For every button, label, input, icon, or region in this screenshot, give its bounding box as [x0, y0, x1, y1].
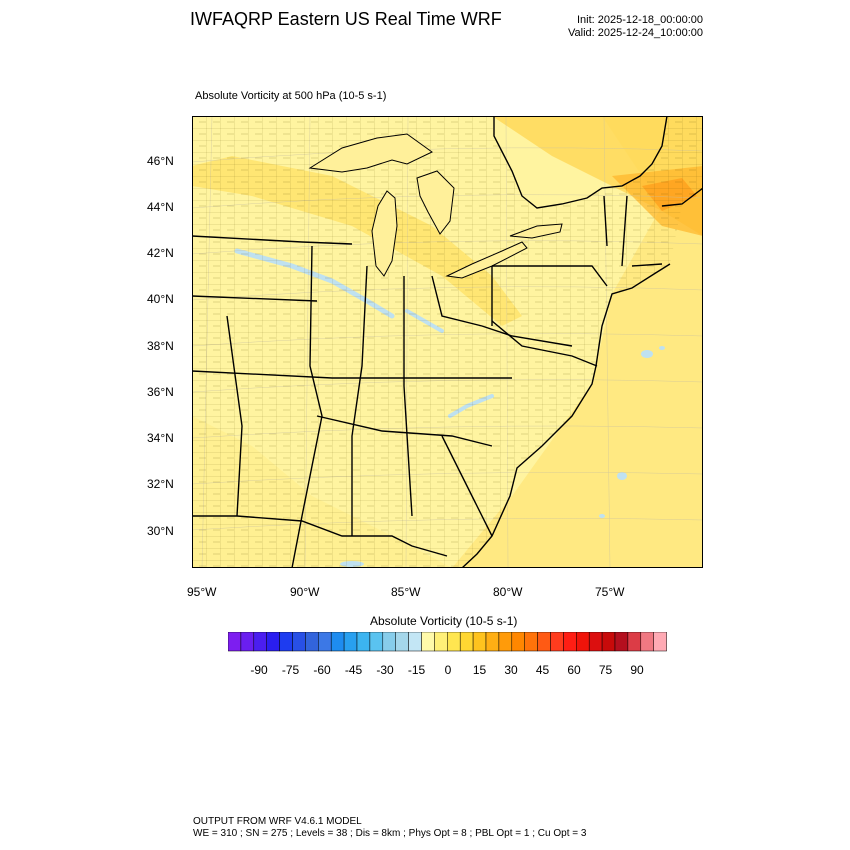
lat-label: 38°N	[147, 339, 174, 353]
colorbar-swatch	[356, 631, 371, 652]
colorbar-swatch	[266, 631, 280, 652]
field-title: Absolute Vorticity at 500 hPa (10-5 s-1)	[195, 90, 387, 102]
lon-label: 75°W	[595, 585, 625, 599]
colorbar-tick-label: 0	[445, 663, 452, 677]
colorbar-tick-label: 30	[504, 663, 518, 677]
colorbar-swatch	[330, 631, 345, 652]
colorbar-swatch	[240, 631, 255, 652]
lon-label: 90°W	[290, 585, 320, 599]
colorbar-swatch	[459, 631, 474, 652]
colorbar-swatch	[550, 631, 564, 652]
colorbar-swatch	[279, 631, 293, 652]
colorbar-tick-label: -45	[345, 663, 363, 677]
colorbar-swatch	[472, 631, 487, 652]
colorbar-swatch	[537, 631, 551, 652]
footer-config-line: WE = 310 ; SN = 275 ; Levels = 38 ; Dis …	[193, 828, 587, 839]
footer-model-line: OUTPUT FROM WRF V4.6.1 MODEL	[193, 816, 362, 827]
colorbar-swatch	[511, 631, 525, 652]
colorbar-swatch	[485, 631, 500, 652]
init-time: Init: 2025-12-18_00:00:00	[577, 14, 703, 26]
lat-label: 32°N	[147, 477, 174, 491]
colorbar-tick-label: 75	[599, 663, 613, 677]
colorbar-tick-label: 90	[630, 663, 644, 677]
colorbar-tick-label: 60	[567, 663, 581, 677]
lat-label: 34°N	[147, 431, 174, 445]
colorbar-tick-label: -90	[250, 663, 268, 677]
colorbar-swatch	[382, 631, 396, 652]
colorbar-swatch	[563, 631, 577, 652]
vorticity-map	[192, 116, 703, 568]
colorbar: -90 -75 -60 -45 -30 -15 0 15 30 45 60 75 90	[227, 631, 668, 685]
colorbar-tick-label: -30	[376, 663, 394, 677]
colorbar-swatch	[614, 631, 629, 652]
colorbar-swatch	[343, 631, 358, 652]
colorbar-swatch	[588, 631, 603, 652]
lat-label: 46°N	[147, 154, 174, 168]
colorbar-swatch	[524, 631, 538, 652]
colorbar-swatch	[318, 631, 332, 652]
colorbar-tick-label: 45	[536, 663, 550, 677]
lat-label: 30°N	[147, 524, 174, 538]
colorbar-tick-label: -60	[313, 663, 331, 677]
colorbar-swatch	[227, 631, 242, 652]
colorbar-swatch	[653, 631, 667, 652]
colorbar-swatch	[408, 631, 422, 652]
valid-time: Valid: 2025-12-24_10:00:00	[568, 27, 703, 39]
colorbar-swatch	[601, 631, 616, 652]
lon-label: 80°W	[493, 585, 523, 599]
colorbar-swatch	[305, 631, 319, 652]
colorbar-swatch	[640, 631, 654, 652]
page-title: IWFAQRP Eastern US Real Time WRF	[190, 9, 502, 29]
colorbar-swatch	[292, 631, 306, 652]
colorbar-swatch	[434, 631, 448, 652]
lat-label: 44°N	[147, 200, 174, 214]
colorbar-swatch	[447, 631, 461, 652]
lat-label: 40°N	[147, 292, 174, 306]
colorbar-swatch	[253, 631, 267, 652]
colorbar-swatch	[395, 631, 409, 652]
colorbar-tick-label: -15	[408, 663, 426, 677]
lat-label: 36°N	[147, 385, 174, 399]
colorbar-tick-label: 15	[473, 663, 487, 677]
colorbar-swatch	[576, 631, 590, 652]
state-boundaries	[192, 116, 703, 568]
colorbar-swatch	[369, 631, 384, 652]
great-lakes	[308, 133, 563, 279]
lon-label: 95°W	[187, 585, 217, 599]
colorbar-swatch	[498, 631, 513, 652]
colorbar-swatch	[627, 631, 642, 652]
lon-label: 85°W	[391, 585, 421, 599]
model-footer: OUTPUT FROM WRF V4.6.1 MODEL WE = 310 ; …	[193, 816, 586, 840]
lat-label: 42°N	[147, 246, 174, 260]
run-info: Init: 2025-12-18_00:00:00 Valid: 2025-12…	[520, 14, 703, 40]
colorbar-swatch	[421, 631, 435, 652]
colorbar-tick-label: -75	[282, 663, 300, 677]
colorbar-title: Absolute Vorticity (10-5 s-1)	[370, 614, 518, 628]
